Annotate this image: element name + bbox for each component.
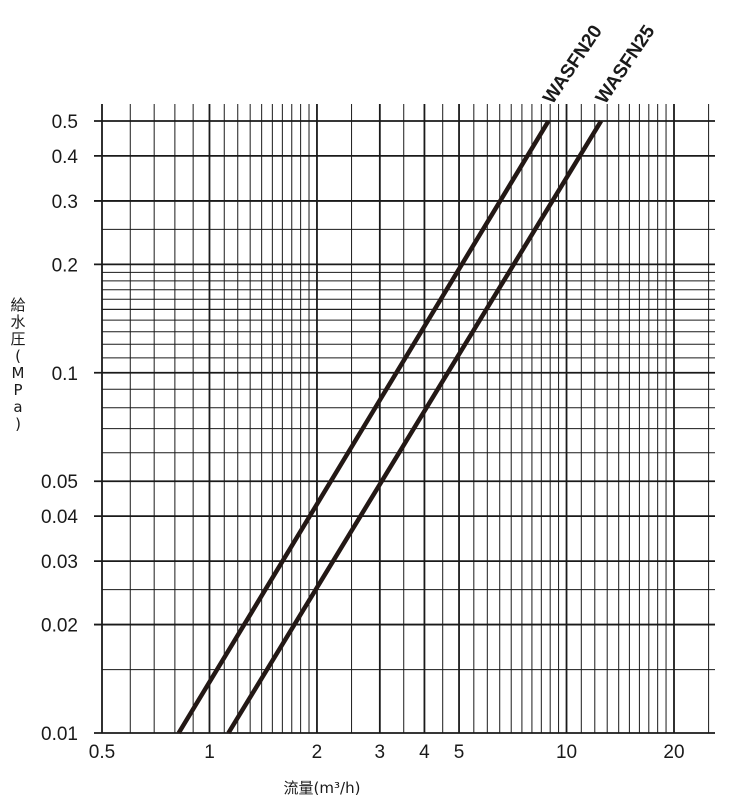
series-line-wasfn20 — [176, 119, 551, 735]
y-tick-labels: 0.01 0.02 0.03 0.04 0.05 0.1 0.2 0.3 0.4 0.5 — [41, 112, 78, 745]
y-tick-label: 0.04 — [41, 507, 78, 528]
y-axis-label-char: 給 — [10, 296, 25, 314]
y-tick-label: 0.4 — [52, 147, 79, 168]
y-axis-label-char: ) — [15, 415, 21, 433]
y-tick-label: 0.02 — [41, 616, 78, 637]
x-tick-label: 5 — [454, 742, 465, 763]
y-tick-label: 0.05 — [41, 472, 78, 493]
y-axis-label-char: ( — [15, 347, 21, 365]
y-tick-label: 0.5 — [52, 112, 78, 133]
grid-major — [94, 104, 715, 734]
y-tick-label: 0.2 — [52, 255, 78, 276]
grid-minor — [102, 104, 715, 733]
x-tick-label: 3 — [375, 742, 386, 763]
y-axis-label-char: a — [13, 398, 22, 416]
series-line-wasfn25 — [226, 119, 604, 735]
y-tick-label: 0.03 — [41, 552, 78, 573]
series-lines — [176, 119, 604, 735]
x-tick-label: 1 — [204, 742, 215, 763]
y-axis-label-char: M — [12, 364, 25, 382]
x-tick-label: 2 — [312, 742, 323, 763]
x-tick-label: 0.5 — [89, 742, 115, 763]
x-tick-labels: 0.5 1 2 3 4 5 10 20 — [89, 742, 685, 763]
y-axis-label-group: 給水圧(MPa) — [10, 296, 25, 433]
x-tick-label: 10 — [556, 742, 577, 763]
y-axis-label-char: 水 — [10, 313, 25, 331]
y-axis-label-char: 圧 — [10, 330, 25, 348]
y-tick-label: 0.3 — [52, 192, 78, 213]
y-axis-label-char: P — [13, 381, 22, 399]
y-tick-label: 0.1 — [52, 364, 78, 385]
x-tick-label: 20 — [663, 742, 684, 763]
x-axis-label: 流量(m³/h) — [284, 779, 361, 797]
y-tick-label: 0.01 — [41, 724, 78, 745]
x-tick-label: 4 — [419, 742, 430, 763]
